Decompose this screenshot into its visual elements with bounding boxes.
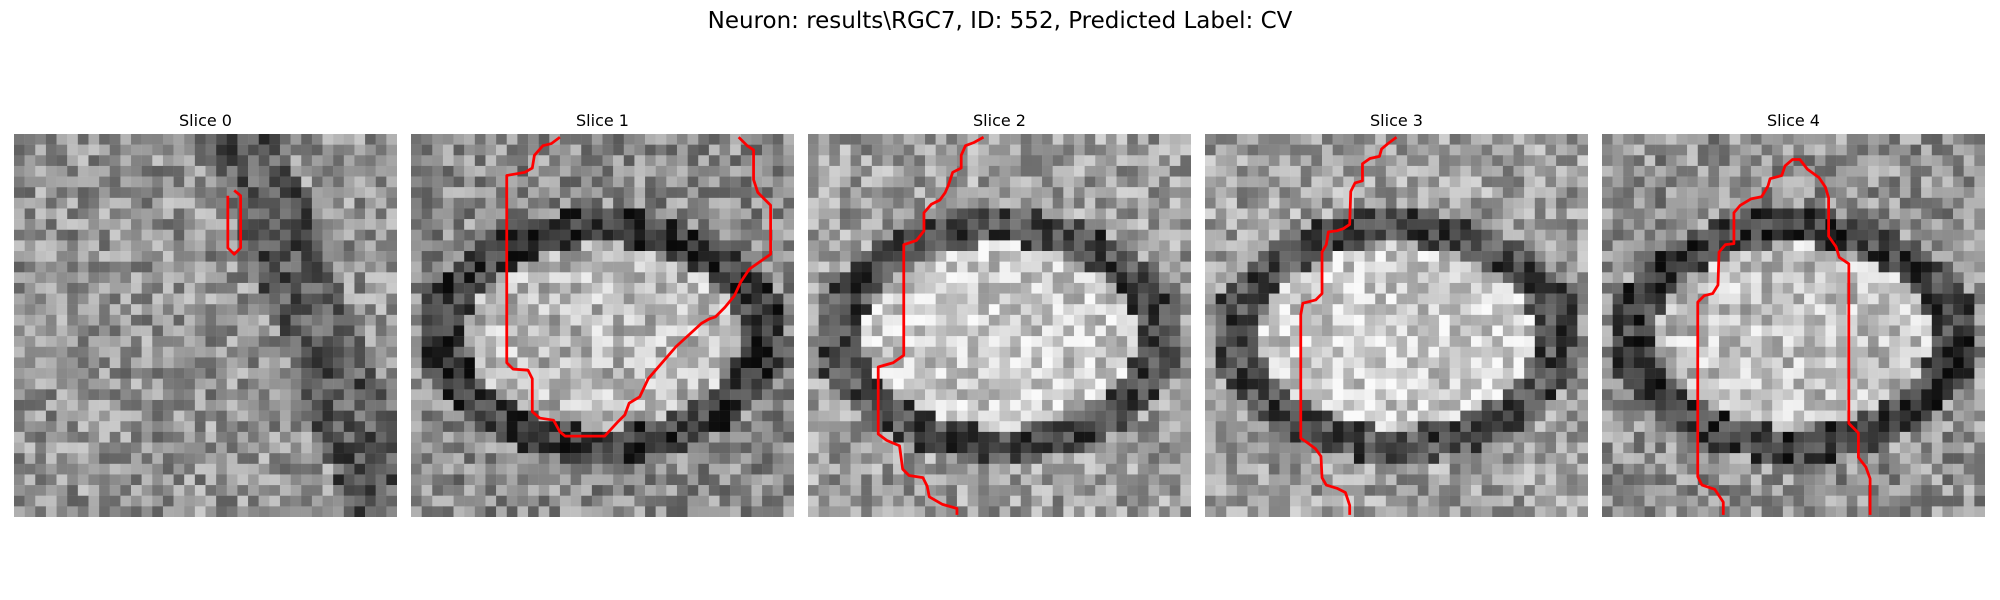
slice-image [14,134,397,517]
slice-title: Slice 2 [973,111,1026,130]
red-contour [1696,158,1872,515]
slice-panel-4: Slice 4 [1602,110,1985,517]
slice-image [1602,134,1985,517]
slice-panel-0: Slice 0 [14,110,397,517]
red-contour [1299,136,1398,515]
slice-panel-2: Slice 2 [808,110,1191,517]
slice-panel-3: Slice 3 [1205,110,1588,517]
figure-title: Neuron: results\RGC7, ID: 552, Predicted… [707,8,1293,34]
slice-title: Slice 4 [1767,111,1820,130]
red-contour [226,189,242,256]
slice-title: Slice 3 [1370,111,1423,130]
slice-image [1205,134,1588,517]
slice-image [411,134,794,517]
red-contour [876,135,985,515]
slice-panel-1: Slice 1 [411,110,794,517]
slice-title: Slice 0 [179,111,232,130]
slice-image [808,134,1191,517]
slice-title: Slice 1 [576,111,629,130]
red-contour [505,136,772,438]
